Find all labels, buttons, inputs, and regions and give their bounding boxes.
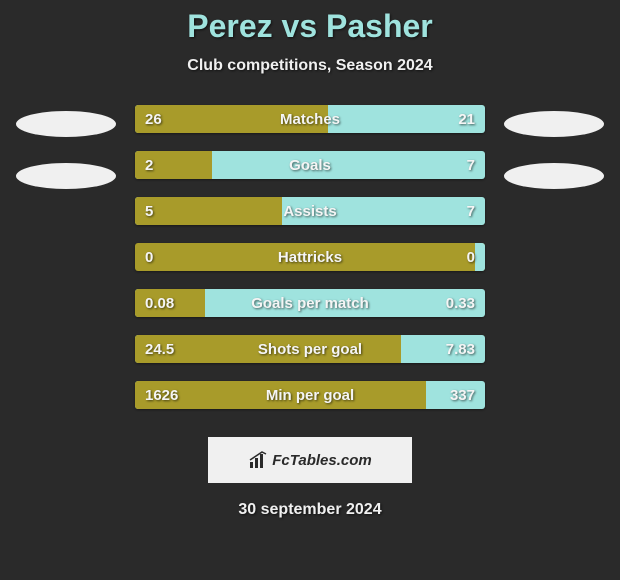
comparison-card: Perez vs Pasher Club competitions, Seaso… [0, 0, 620, 580]
team-logo-placeholder [16, 163, 116, 189]
stats-area: Matches2621Goals27Assists57Hattricks00Go… [0, 105, 620, 409]
bar-left-value: 1626 [145, 381, 178, 409]
bar-left-value: 24.5 [145, 335, 174, 363]
stat-bar: Goals2 7 [135, 151, 485, 179]
stat-bar: Assists5 7 [135, 197, 485, 225]
bar-left-value: 0.08 [145, 289, 174, 317]
team-logo-placeholder [504, 163, 604, 189]
bar-right-value: 7 [467, 151, 475, 179]
bar-right-value: 0 [467, 243, 475, 271]
bar-label: Goals per match [135, 289, 485, 317]
bar-right-value: 7 [467, 197, 475, 225]
bar-label: Hattricks [135, 243, 485, 271]
left-logo-column [11, 105, 121, 189]
bar-right-value: 0.33 [446, 289, 475, 317]
stat-bar: Goals per match0.08 0.33 [135, 289, 485, 317]
subtitle: Club competitions, Season 2024 [0, 57, 620, 75]
date: 30 september 2024 [0, 501, 620, 519]
bar-left-value: 5 [145, 197, 153, 225]
stat-bar: Min per goal1626 337 [135, 381, 485, 409]
bar-right-value: 337 [450, 381, 475, 409]
bar-right-value: 21 [458, 105, 475, 133]
bar-label: Shots per goal [135, 335, 485, 363]
bars-column: Matches2621Goals27Assists57Hattricks00Go… [135, 105, 485, 409]
right-logo-column [499, 105, 609, 189]
bar-label: Matches [135, 105, 485, 133]
stat-bar: Shots per goal24.5 7.83 [135, 335, 485, 363]
team-logo-placeholder [16, 111, 116, 137]
bar-label: Min per goal [135, 381, 485, 409]
watermark-text: FcTables.com [272, 452, 371, 469]
bar-left-value: 2 [145, 151, 153, 179]
stat-bar: Matches26 21 [135, 105, 485, 133]
title: Perez vs Pasher [0, 8, 620, 45]
bar-label: Goals [135, 151, 485, 179]
watermark: FcTables.com [208, 437, 412, 483]
bar-right-value: 7.83 [446, 335, 475, 363]
bar-left-value: 0 [145, 243, 153, 271]
bar-left-value: 26 [145, 105, 162, 133]
team-logo-placeholder [504, 111, 604, 137]
bar-label: Assists [135, 197, 485, 225]
chart-icon [248, 450, 268, 470]
stat-bar: Hattricks0 0 [135, 243, 485, 271]
